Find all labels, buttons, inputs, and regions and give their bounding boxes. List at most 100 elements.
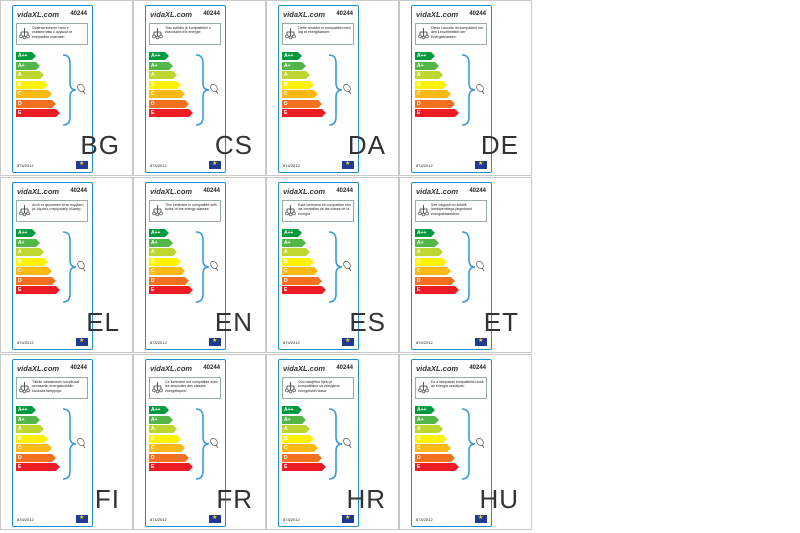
energy-class-bar: A++ (282, 52, 302, 60)
regulation-number: 874/2012 (150, 517, 167, 522)
energy-class-scale: A++ A+ A B C D E (16, 406, 60, 473)
bracket-bulb-icon (195, 54, 219, 126)
compatibility-box: Toto svítidlo je kompatibilní s žárovkam… (149, 23, 221, 45)
energy-class-bar: B (149, 434, 181, 443)
luminaire-icon (152, 205, 163, 217)
energy-class-bar: A (16, 248, 44, 256)
energy-class-bar: D (16, 453, 56, 462)
energy-class-bar: D (282, 276, 322, 285)
energy-class-bar: A+ (282, 61, 306, 70)
compatibility-box: Tähän valaisimeen soveltuvat seuraaviin … (16, 377, 88, 399)
energy-class-bar: D (415, 453, 455, 462)
model-number: 40244 (70, 11, 87, 17)
eu-flag-icon (342, 514, 354, 523)
compatibility-box: Diese Leuchte ist kompatibel mit den Leu… (415, 23, 487, 45)
energy-class-bar: B (149, 80, 181, 89)
energy-class-bar: D (16, 99, 56, 108)
energy-class-bar: A (282, 71, 310, 79)
energy-label: vidaXL.com 40244 Ce luminaire est compatib… (145, 359, 226, 527)
energy-class-bar: C (282, 267, 318, 275)
luminaire-icon (418, 382, 429, 394)
energy-class-bar: C (149, 90, 185, 98)
eu-flag-icon (342, 160, 354, 169)
energy-class-bar: A+ (149, 238, 173, 247)
compatibility-text: Tähän valaisimeen soveltuvat seuraaviin … (32, 380, 80, 393)
compatibility-text: Αυτό το φωτιστικό είναι συμβατό με λάμπε… (32, 203, 84, 212)
luminaire-icon (19, 28, 30, 40)
energy-class-bar: C (415, 90, 451, 98)
energy-class-bar: B (415, 257, 447, 266)
energy-label-cell-de: vidaXL.com 40244 Diese Leuchte ist kompati… (399, 0, 532, 176)
model-number: 40244 (336, 188, 353, 194)
energy-class-scale: A++ A+ A B C D E (149, 406, 193, 473)
energy-class-bar: A+ (16, 61, 40, 70)
regulation-number: 874/2012 (283, 163, 300, 168)
energy-label: vidaXL.com 40244 Αυτό το φωτιστικό είναι σ… (12, 182, 93, 350)
bracket-bulb-icon (62, 231, 86, 303)
energy-class-scale: A++ A+ A B C D E (149, 52, 193, 119)
brand-logo: vidaXL.com (416, 364, 459, 373)
language-code: BG (80, 130, 120, 160)
energy-class-scale: A++ A+ A B C D E (415, 229, 459, 296)
energy-label-cell-hr: vidaXL.com 40244 Ovo rasvjetno tijelo je k… (266, 354, 399, 530)
energy-class-bar: A++ (415, 406, 435, 414)
energy-class-bar: A (149, 71, 177, 79)
luminaire-icon (418, 205, 429, 217)
brand-logo: vidaXL.com (283, 10, 326, 19)
regulation-number: 874/2012 (416, 517, 433, 522)
energy-label-cell-et: vidaXL.com 40244 See valgusti on sobilik l… (399, 177, 532, 353)
brand-logo: vidaXL.com (283, 187, 326, 196)
energy-class-bar: D (149, 276, 189, 285)
energy-label-cell-es: vidaXL.com 40244 Esta luminaria es compati… (266, 177, 399, 353)
energy-class-bar: C (149, 267, 185, 275)
energy-class-bar: A (415, 71, 443, 79)
energy-label-cell-fi: vidaXL.com 40244 Tähän valaisimeen soveltu… (0, 354, 133, 530)
model-number: 40244 (469, 188, 486, 194)
brand-logo: vidaXL.com (150, 364, 193, 373)
compatibility-box: Dette armatur er kompatibel med lag af e… (282, 23, 354, 45)
energy-class-bar: B (16, 80, 48, 89)
language-code: ET (483, 307, 519, 337)
bracket-bulb-icon (195, 408, 219, 480)
luminaire-icon (19, 205, 30, 217)
compatibility-box: Esta luminaria es compatible con las bom… (282, 200, 354, 222)
brand-logo: vidaXL.com (416, 187, 459, 196)
energy-class-bar: A++ (415, 52, 435, 60)
energy-class-bar: E (282, 286, 326, 294)
language-code: ES (349, 307, 386, 337)
bracket-bulb-icon (195, 231, 219, 303)
energy-class-bar: E (149, 463, 193, 471)
energy-label: vidaXL.com 40244 Ez a lámpatest kompatibil… (411, 359, 492, 527)
eu-flag-icon (209, 160, 221, 169)
bracket-bulb-icon (461, 408, 485, 480)
energy-class-bar: E (282, 109, 326, 117)
energy-class-bar: E (282, 463, 326, 471)
energy-class-bar: C (415, 267, 451, 275)
energy-label-cell-da: vidaXL.com 40244 Dette armatur er kompatib… (266, 0, 399, 176)
compatibility-box: This luminaire is compatible with bulbs … (149, 200, 221, 222)
energy-class-bar: B (415, 434, 447, 443)
energy-class-bar: D (149, 453, 189, 462)
brand-logo: vidaXL.com (150, 187, 193, 196)
energy-class-bar: A (415, 425, 443, 433)
energy-label: vidaXL.com 40244 Diese Leuchte ist kompati… (411, 5, 492, 173)
language-code: DA (347, 130, 386, 160)
energy-class-bar: D (282, 99, 322, 108)
regulation-number: 874/2012 (150, 163, 167, 168)
compatibility-text: Осветителното тяло е съвместимо с крушки… (32, 26, 73, 39)
energy-class-bar: A (149, 248, 177, 256)
brand-logo: vidaXL.com (17, 187, 60, 196)
energy-class-scale: A++ A+ A B C D E (16, 229, 60, 296)
regulation-number: 874/2012 (283, 517, 300, 522)
energy-class-scale: A++ A+ A B C D E (282, 229, 326, 296)
energy-class-bar: A+ (282, 238, 306, 247)
energy-class-bar: A (415, 248, 443, 256)
brand-logo: vidaXL.com (283, 364, 326, 373)
energy-class-bar: A++ (282, 229, 302, 237)
bracket-bulb-icon (328, 231, 352, 303)
model-number: 40244 (70, 365, 87, 371)
language-code: FI (94, 484, 120, 514)
energy-class-bar: B (149, 257, 181, 266)
energy-class-bar: C (415, 444, 451, 452)
language-code: FR (216, 484, 253, 514)
